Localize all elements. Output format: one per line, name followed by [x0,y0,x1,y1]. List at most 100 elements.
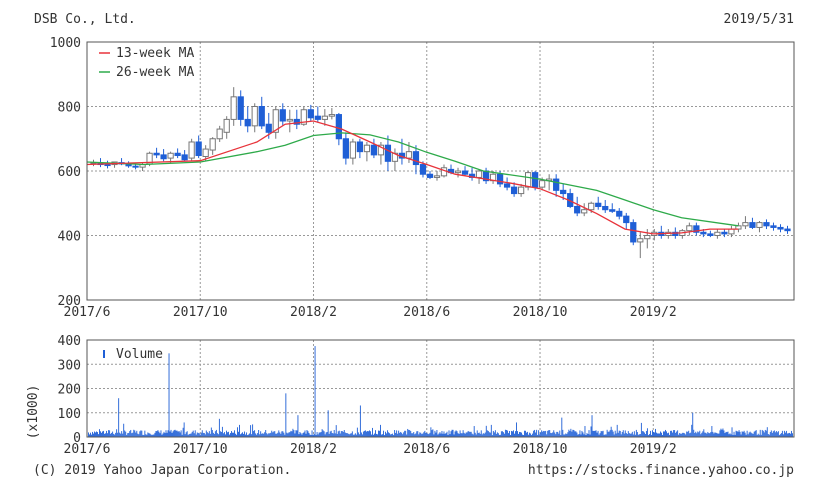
volume-bar [239,424,240,437]
candle-body [272,109,279,133]
volume-bar [504,429,506,437]
volume-bar [776,432,778,437]
volume-bar [248,434,250,437]
volume-bar [94,431,95,437]
volume-bar [323,431,325,437]
volume-bar [466,432,468,437]
volume-bar [161,434,163,437]
volume-bar [390,434,392,437]
volume-bar [522,434,523,437]
volume-bar [497,433,499,437]
volume-bar [284,434,286,437]
volume-bar [468,431,470,437]
volume-bar [756,434,758,437]
volume-bar [580,434,582,437]
candle-body [328,114,335,117]
volume-bar [144,430,146,437]
volume-bar [98,434,99,437]
volume-y-tick-label: 200 [58,383,81,398]
volume-bar [447,434,449,437]
volume-bar [282,431,284,437]
volume-bar [664,431,665,437]
volume-bar [674,430,676,437]
volume-bar [692,412,694,437]
volume-bar [569,430,571,437]
candle-body [588,202,595,211]
candle-body [637,238,644,243]
volume-bar [124,430,126,437]
volume-bar [659,433,660,437]
volume-bar [754,430,756,437]
volume-bar [617,432,619,437]
volume-bar [748,432,750,437]
volume-bar [414,434,416,437]
volume-bar [216,433,218,437]
volume-bar [106,430,108,437]
volume-bar [778,435,780,437]
volume-bar [582,432,584,437]
volume-bar [189,433,191,437]
volume-bar [107,433,109,437]
volume-bar [626,434,628,437]
volume-bar [108,430,110,437]
volume-bar [705,432,707,437]
volume-bar [731,427,733,437]
volume-bar [373,434,374,437]
volume-bar [619,430,621,437]
volume-bar [341,431,343,437]
volume-bar [298,434,300,437]
volume-bar [155,431,157,437]
volume-bar [270,432,272,437]
volume-bar [554,432,556,437]
volume-bar [543,430,545,437]
candle-body [181,154,188,161]
volume-bar [271,430,273,437]
volume-bar [488,432,490,437]
volume-bar [547,430,549,437]
volume-x-tick-label: 2017/6 [64,442,111,457]
volume-bar [405,430,407,437]
volume-bar [486,430,488,437]
volume-bar [783,430,785,437]
volume-bar [755,430,757,437]
volume-bar [348,434,350,437]
volume-bar [749,431,751,437]
volume-bar [678,434,680,437]
volume-bar [227,431,229,437]
volume-bar [145,434,147,437]
volume-bar [608,431,610,437]
volume-bar [365,431,367,437]
volume-x-tick-label: 2017/10 [173,442,228,457]
price-x-tick-label: 2019/2 [630,305,677,320]
volume-bar [377,434,378,437]
volume-bar [281,431,283,437]
volume-bar [623,433,625,437]
volume-bar [439,432,441,437]
volume-bar [295,430,297,437]
volume-bar [669,434,671,437]
price-x-tick-label: 2017/6 [64,305,111,320]
volume-bar [620,434,622,437]
candle-body [209,138,216,151]
volume-bar [791,433,793,437]
candle-body [405,151,413,159]
candle-body [623,215,630,224]
price-y-tick-label: 200 [58,294,81,309]
candle-body [714,231,721,236]
volume-bar [427,433,429,437]
volume-bar [481,434,483,437]
volume-bar [523,434,524,437]
volume-bar [261,433,263,437]
volume-bar [660,431,661,437]
volume-bar [371,434,372,437]
volume-bar [441,430,443,437]
volume-bar [322,430,324,437]
volume-bar [518,433,519,437]
candle-body [188,141,195,159]
volume-bar [758,434,760,437]
volume-bar [459,430,461,437]
volume-bar [687,431,689,437]
volume-bar [722,428,724,437]
volume-bar [717,433,719,437]
volume-bar [718,433,720,437]
